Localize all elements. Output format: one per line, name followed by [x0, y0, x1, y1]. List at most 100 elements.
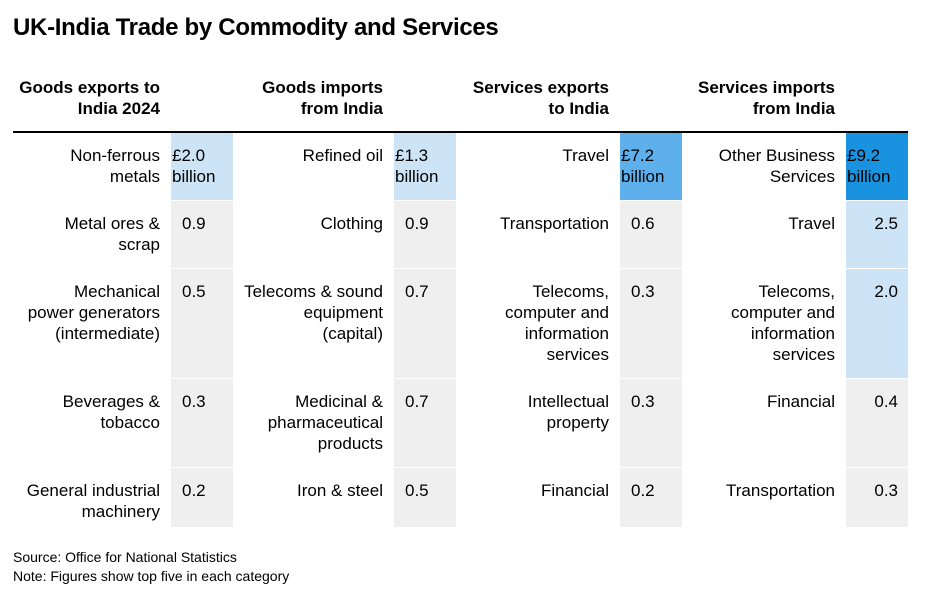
row-label-line: services: [772, 345, 835, 364]
row-label-line: machinery: [81, 502, 160, 521]
row-label-line: Intellectual: [527, 392, 609, 411]
row-label: Medicinal & pharmaceutical products: [183, 391, 383, 454]
row-label-line: Beverages &: [62, 392, 160, 411]
column-header-4: Services imports from India: [688, 77, 835, 119]
row-label-line: Travel: [788, 214, 835, 233]
value-label-line: £1.3: [395, 146, 429, 165]
row-label-line: Medicinal &: [295, 392, 383, 411]
value-label-line: 0.3: [631, 392, 655, 411]
row-label-line: Refined oil: [302, 146, 383, 165]
value-label-line: 0.5: [405, 481, 429, 500]
row-label-line: metals: [109, 167, 160, 186]
row-label: Telecoms & sound equipment (capital): [183, 281, 383, 344]
value-label-line: £2.0: [172, 146, 206, 165]
column-header-3: Services exports to India: [462, 77, 609, 119]
row-label-line: Iron & steel: [297, 481, 383, 500]
row-label: Intellectual property: [409, 391, 609, 433]
value-cell: [846, 201, 908, 268]
value-cell: [846, 468, 908, 527]
row-label-line: Telecoms,: [532, 282, 609, 301]
value-cell: [620, 468, 682, 527]
value-label: £7.2 billion: [621, 145, 664, 187]
value-label: £9.2 billion: [847, 145, 890, 187]
row-label: Refined oil: [183, 145, 383, 166]
value-label-line: 0.7: [405, 392, 429, 411]
row-label-line: Services: [769, 167, 835, 186]
value-label-line: 0.9: [405, 214, 429, 233]
value-label-line: billion: [395, 167, 439, 186]
column-header-line: Services imports: [697, 78, 835, 97]
row-label-line: equipment: [303, 303, 383, 322]
row-label: Mechanical power generators (intermediate): [0, 281, 160, 344]
row-label-line: Transportation: [726, 481, 835, 500]
row-label: Travel: [635, 213, 835, 234]
value-label: 2.5: [852, 213, 898, 234]
row-label-line: Non-ferrous: [70, 146, 160, 165]
value-label: 2.0: [852, 281, 898, 302]
value-cell: [171, 133, 233, 200]
row-label-line: tobacco: [100, 413, 160, 432]
value-label: 0.3: [631, 281, 677, 302]
value-label: 0.2: [631, 480, 677, 501]
row-label-line: Telecoms & sound: [244, 282, 383, 301]
value-label-line: 0.2: [631, 481, 655, 500]
row-label-line: property: [546, 413, 609, 432]
row-label-line: power generators: [27, 303, 160, 322]
value-cell: [846, 133, 908, 200]
value-label-line: £9.2: [847, 146, 881, 165]
value-cell: [171, 269, 233, 378]
value-label-line: billion: [847, 167, 891, 186]
value-cell: [620, 133, 682, 200]
column-header-1: Goods exports to India 2024: [13, 77, 160, 119]
row-label-line: (intermediate): [55, 324, 160, 343]
value-label: 0.9: [182, 213, 228, 234]
value-label-line: 2.0: [874, 282, 898, 301]
value-cell: [171, 379, 233, 467]
value-label: 0.3: [631, 391, 677, 412]
row-label: Other Business Services: [635, 145, 835, 187]
value-cell: [394, 379, 456, 467]
row-label: General industrial machinery: [0, 480, 160, 522]
value-label-line: 0.4: [874, 392, 898, 411]
column-header-line: Services exports: [472, 78, 609, 97]
row-label: Beverages & tobacco: [0, 391, 160, 433]
row-label: Telecoms, computer and information services: [409, 281, 609, 365]
value-label: £1.3 billion: [395, 145, 438, 187]
value-cell: [620, 379, 682, 467]
row-label-line: Telecoms,: [758, 282, 835, 301]
row-label-line: services: [546, 345, 609, 364]
value-label: 0.4: [852, 391, 898, 412]
row-label-line: pharmaceutical: [267, 413, 383, 432]
value-label-line: 0.3: [182, 392, 206, 411]
row-label-line: information: [750, 324, 835, 343]
value-label: 0.3: [182, 391, 228, 412]
row-label-line: scrap: [118, 235, 160, 254]
row-label-line: information: [524, 324, 609, 343]
column-header-line: to India: [548, 99, 609, 118]
row-label: Clothing: [183, 213, 383, 234]
value-cell: [394, 201, 456, 268]
row-label-line: Other Business: [718, 146, 835, 165]
row-label: Non-ferrous metals: [0, 145, 160, 187]
row-label: Iron & steel: [183, 480, 383, 501]
column-header-2: Goods imports from India: [236, 77, 383, 119]
value-label: 0.5: [405, 480, 451, 501]
value-label-line: billion: [621, 167, 665, 186]
value-label-line: 0.5: [182, 282, 206, 301]
row-label: Transportation: [635, 480, 835, 501]
row-label: Telecoms, computer and information services: [635, 281, 835, 365]
column-header-line: from India: [300, 99, 383, 118]
value-label-line: £7.2: [621, 146, 655, 165]
value-label-line: billion: [172, 167, 216, 186]
row-label: Metal ores & scrap: [0, 213, 160, 255]
column-header-line: Goods imports: [262, 78, 383, 97]
row-label-line: computer and: [505, 303, 609, 322]
value-cell: [171, 201, 233, 268]
value-cell: [171, 468, 233, 527]
row-label-line: Metal ores &: [64, 214, 160, 233]
row-label: Financial: [409, 480, 609, 501]
row-label-line: Transportation: [500, 214, 609, 233]
row-label: Transportation: [409, 213, 609, 234]
column-header-line: Goods exports to: [19, 78, 160, 97]
value-cell: [394, 269, 456, 378]
